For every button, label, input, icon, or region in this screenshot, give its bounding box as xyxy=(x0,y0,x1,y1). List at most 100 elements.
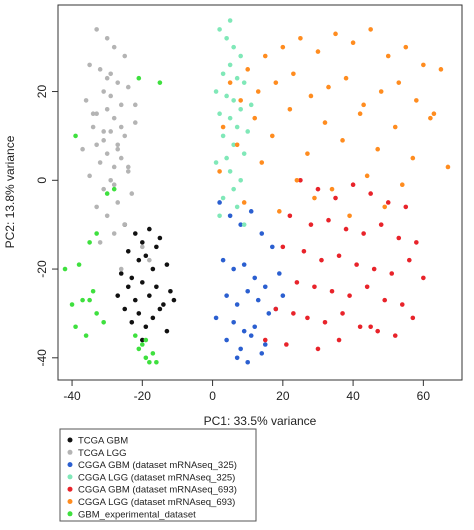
point xyxy=(287,106,293,112)
legend-marker xyxy=(67,474,73,480)
point xyxy=(140,342,145,347)
point xyxy=(83,333,89,338)
point xyxy=(97,67,103,72)
point xyxy=(410,155,416,161)
point xyxy=(147,359,152,365)
legend-marker xyxy=(67,511,73,517)
point xyxy=(277,271,282,276)
point xyxy=(347,213,352,219)
point xyxy=(150,315,156,321)
point xyxy=(111,186,117,192)
point xyxy=(231,98,236,103)
point xyxy=(118,155,124,161)
point xyxy=(308,93,314,99)
point xyxy=(136,257,142,263)
point xyxy=(143,337,149,343)
point xyxy=(396,235,402,241)
point xyxy=(217,213,222,219)
point xyxy=(104,191,110,196)
point xyxy=(291,71,296,77)
point xyxy=(234,124,240,130)
point xyxy=(248,333,254,338)
point xyxy=(73,324,78,330)
legend-label: CGGA LGG (dataset mRNAseq_693) xyxy=(78,497,235,508)
legend-marker xyxy=(67,449,73,455)
point xyxy=(125,84,131,90)
point xyxy=(262,53,268,59)
y-axis-label: PC2: 13.8% variance xyxy=(3,135,17,248)
x-tick-label: -40 xyxy=(63,389,81,403)
point xyxy=(382,297,388,303)
point xyxy=(220,257,226,263)
point xyxy=(140,244,145,250)
point xyxy=(291,311,296,316)
point xyxy=(164,328,170,334)
point xyxy=(101,320,106,325)
x-tick-label: 60 xyxy=(417,389,431,403)
point xyxy=(97,240,103,245)
point xyxy=(298,177,303,183)
point xyxy=(231,266,236,272)
point xyxy=(122,306,128,312)
point xyxy=(238,98,243,103)
point xyxy=(407,257,412,263)
point xyxy=(147,293,152,298)
point xyxy=(213,160,219,165)
point xyxy=(157,306,163,312)
legend-marker xyxy=(67,437,73,443)
point xyxy=(164,262,170,267)
point xyxy=(80,297,85,303)
legend-label: TCGA GBM xyxy=(78,436,128,447)
point xyxy=(262,337,268,343)
point xyxy=(238,346,243,352)
point xyxy=(403,44,409,50)
point xyxy=(238,106,243,112)
point xyxy=(421,62,426,68)
point xyxy=(62,266,68,272)
point xyxy=(227,80,233,85)
point xyxy=(322,320,328,325)
point xyxy=(336,337,342,343)
point xyxy=(252,275,258,281)
point xyxy=(259,160,265,165)
point xyxy=(340,138,345,143)
x-tick-label: 20 xyxy=(276,389,290,403)
point xyxy=(224,93,229,99)
point xyxy=(90,288,96,294)
point xyxy=(333,195,338,201)
point xyxy=(150,266,156,272)
point xyxy=(122,133,128,139)
point xyxy=(340,311,345,316)
legend-label: CGGA GBM (dataset mRNAseq_693) xyxy=(78,485,237,496)
point xyxy=(298,35,303,41)
point xyxy=(287,213,293,219)
point xyxy=(125,164,131,170)
point xyxy=(364,284,370,290)
point xyxy=(280,293,286,298)
point xyxy=(248,209,254,214)
y-tick-label: -20 xyxy=(35,260,49,278)
point xyxy=(273,306,279,312)
point xyxy=(217,111,222,117)
point xyxy=(132,120,138,125)
point xyxy=(382,204,388,210)
x-axis-label: PC1: 33.5% variance xyxy=(204,414,317,428)
point xyxy=(217,169,222,174)
point xyxy=(294,177,300,183)
point xyxy=(104,35,110,41)
point xyxy=(90,111,96,117)
point xyxy=(343,226,349,232)
point xyxy=(245,129,251,134)
point xyxy=(368,191,373,196)
point xyxy=(375,146,380,152)
point xyxy=(220,195,226,201)
point xyxy=(329,288,335,294)
point xyxy=(83,98,89,103)
point xyxy=(87,240,92,245)
point xyxy=(315,186,321,192)
point xyxy=(97,160,103,165)
point xyxy=(368,324,373,330)
point xyxy=(111,115,117,121)
point xyxy=(389,271,395,276)
